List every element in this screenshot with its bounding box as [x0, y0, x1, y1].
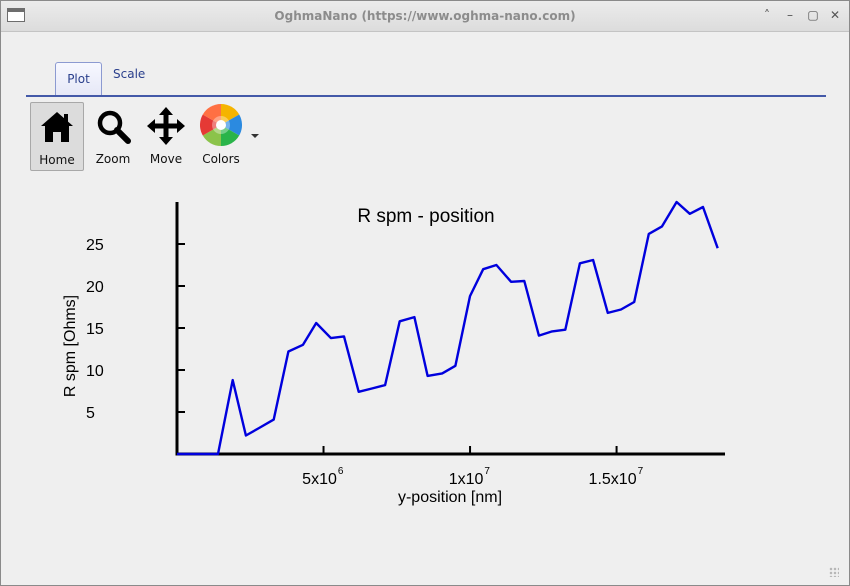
x-tick-exponent: 7: [484, 466, 490, 477]
color-wheel-icon: [200, 104, 242, 146]
window-title: OghmaNano (https://www.oghma-nano.com): [274, 9, 576, 23]
home-icon: [41, 112, 73, 142]
magnifier-icon: [97, 110, 131, 144]
zoom-button[interactable]: Zoom: [86, 102, 140, 171]
y-tick-label: 25: [86, 237, 104, 254]
title-bar: OghmaNano (https://www.oghma-nano.com) ˄…: [1, 1, 849, 32]
maximize-icon[interactable]: ▢: [807, 8, 819, 22]
minimize-icon[interactable]: –: [787, 8, 793, 22]
series-line-0: [177, 200, 719, 456]
close-icon[interactable]: ✕: [829, 8, 841, 22]
x-tick-label: 5x10: [302, 471, 337, 488]
colors-button[interactable]: Colors: [194, 102, 248, 171]
home-label: Home: [39, 153, 75, 167]
window-icon: [7, 8, 25, 22]
chevron-up-icon[interactable]: ˄: [764, 8, 770, 22]
colors-dropdown-arrow-icon[interactable]: [251, 134, 259, 138]
x-tick-exponent: 6: [338, 466, 344, 477]
y-tick-label: 10: [86, 363, 104, 380]
move-button[interactable]: Move: [139, 102, 193, 171]
colors-label: Colors: [202, 152, 240, 166]
line-chart: R spm - position y-position [nm] R spm […: [62, 200, 725, 506]
y-tick-label: 5: [86, 405, 95, 422]
x-tick-label: 1.5x10: [589, 471, 637, 488]
resize-grip-icon[interactable]: [829, 567, 839, 577]
home-button[interactable]: Home: [30, 102, 84, 171]
tab-underline: [26, 95, 826, 97]
chart-series: [177, 200, 719, 456]
tab-plot[interactable]: Plot: [55, 62, 102, 95]
zoom-label: Zoom: [95, 152, 131, 166]
move-label: Move: [149, 152, 183, 166]
move-arrows-icon: [147, 107, 185, 145]
chart-axes: [175, 202, 725, 456]
x-axis-label: y-position [nm]: [398, 489, 502, 506]
tab-scale[interactable]: Scale: [113, 67, 146, 81]
x-tick-exponent: 7: [638, 466, 644, 477]
chart-title: R spm - position: [357, 206, 494, 227]
y-tick-label: 20: [86, 279, 104, 296]
y-tick-label: 15: [86, 321, 104, 338]
y-axis-label: R spm [Ohms]: [62, 295, 79, 397]
x-tick-label: 1x10: [449, 471, 484, 488]
